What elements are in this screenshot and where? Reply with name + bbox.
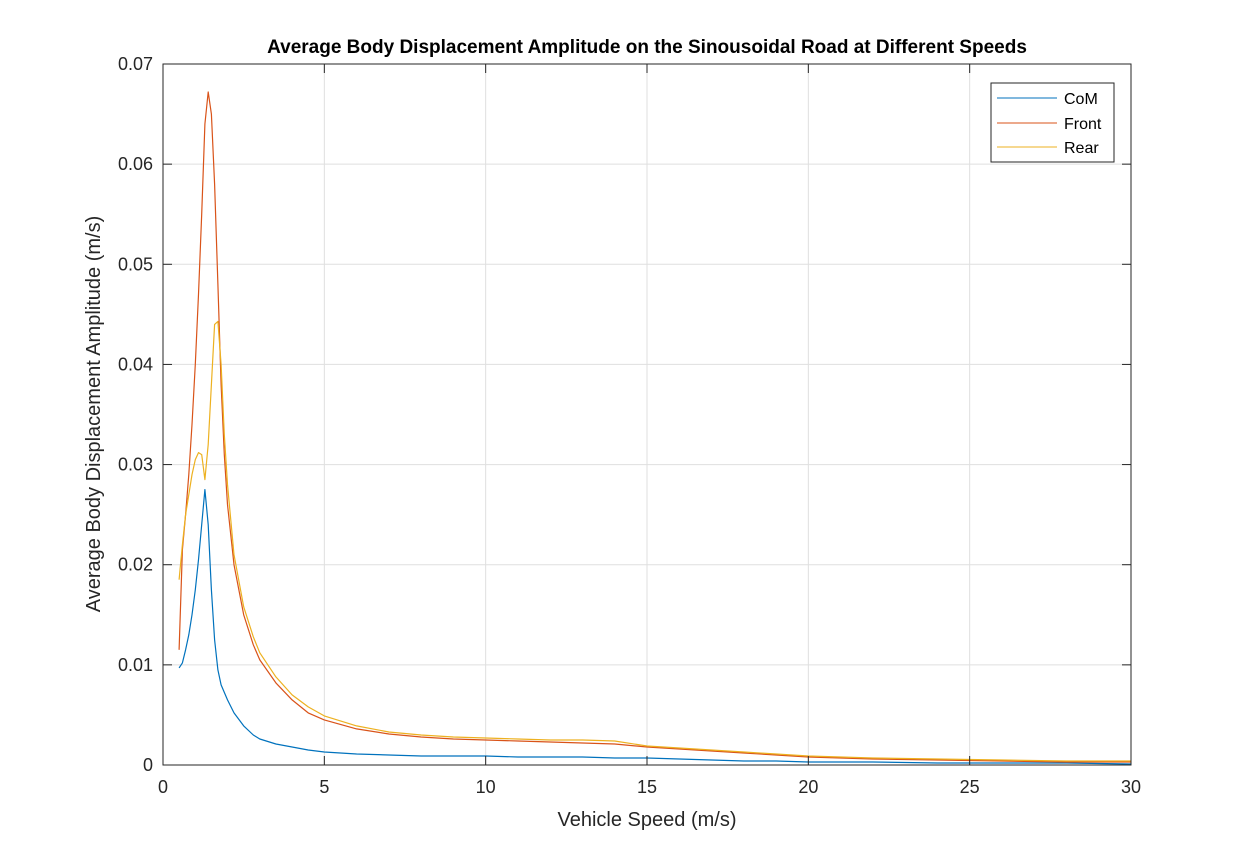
x-tick-label: 5 [319,777,329,797]
chart-title: Average Body Displacement Amplitude on t… [267,37,1027,58]
series-line-com [178,489,1132,765]
y-tick-label: 0.02 [118,555,153,575]
x-tick-labels: 0 5 10 15 20 25 30 [158,777,1141,797]
grid [163,64,1131,765]
legend-label-rear: Rear [1064,140,1099,157]
x-tick-label: 15 [637,777,657,797]
y-tick-label: 0.06 [118,154,153,174]
y-tick-label: 0.01 [118,655,153,675]
series-line-front [178,91,1131,763]
legend-label-front: Front [1064,116,1102,133]
x-tick-label: 10 [476,777,496,797]
y-tick-label: 0 [143,755,153,775]
series-line-rear [178,320,1131,762]
y-tick-label: 0.03 [118,455,153,475]
x-tick-label: 0 [158,777,168,797]
legend-label-com: CoM [1064,91,1098,108]
x-tick-label: 20 [798,777,818,797]
x-tick-label: 25 [960,777,980,797]
y-tick-label: 0.04 [118,354,153,374]
legend: CoM Front Rear [990,82,1115,163]
x-tick-label: 30 [1121,777,1141,797]
y-tick-labels: 0 0.01 0.02 0.03 0.04 0.05 0.06 0.07 [118,54,153,775]
series-lines [178,91,1132,765]
x-axis-label: Vehicle Speed (m/s) [558,809,737,831]
y-tick-label: 0.07 [118,54,153,74]
axis-ticks [162,63,1132,766]
y-axis-label: Average Body Displacement Amplitude (m/s… [83,216,105,612]
y-tick-label: 0.05 [118,254,153,274]
